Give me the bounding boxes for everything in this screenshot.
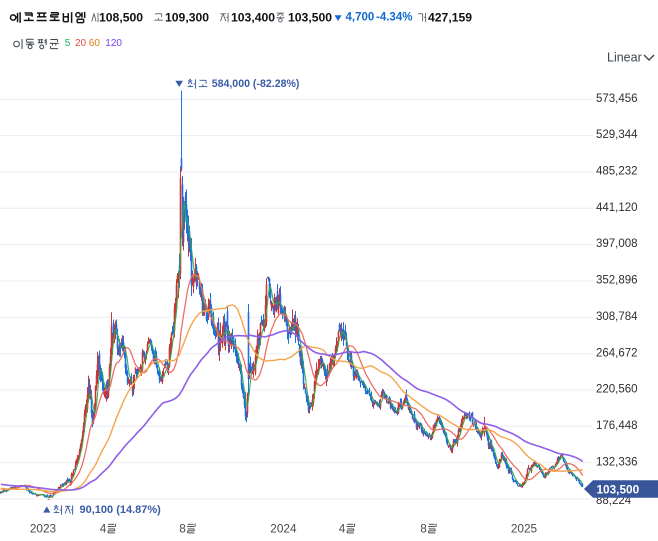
svg-text:4,700: 4,700 — [346, 12, 375, 24]
svg-text:4: 4 — [100, 522, 107, 536]
svg-text:103,400: 103,400 — [231, 11, 275, 25]
svg-text:90,100 (14.87%): 90,100 (14.87%) — [80, 504, 162, 516]
svg-text:109,300: 109,300 — [165, 11, 209, 25]
svg-text:427,159: 427,159 — [428, 11, 472, 25]
svg-text:103,500: 103,500 — [597, 482, 640, 496]
svg-text:8: 8 — [179, 522, 186, 536]
svg-text:529,344: 529,344 — [596, 129, 638, 141]
svg-text:2025: 2025 — [511, 522, 538, 536]
svg-text:397,008: 397,008 — [596, 238, 638, 250]
svg-text:176,448: 176,448 — [596, 420, 638, 432]
svg-text:103,500: 103,500 — [288, 11, 332, 25]
svg-text:4: 4 — [339, 522, 346, 536]
svg-text:308,784: 308,784 — [596, 311, 638, 323]
svg-text:573,456: 573,456 — [596, 93, 638, 105]
svg-text:-4.34%: -4.34% — [376, 12, 412, 24]
svg-text:5: 5 — [65, 38, 71, 49]
svg-text:220,560: 220,560 — [596, 384, 638, 396]
svg-text:485,232: 485,232 — [596, 166, 638, 178]
svg-text:88,224: 88,224 — [596, 495, 632, 507]
svg-text:441,120: 441,120 — [596, 202, 638, 214]
svg-text:2023: 2023 — [30, 522, 57, 536]
svg-text:584,000 (-82.28%): 584,000 (-82.28%) — [212, 78, 300, 90]
svg-text:Linear: Linear — [607, 51, 642, 65]
svg-text:2024: 2024 — [270, 522, 297, 536]
svg-text:132,336: 132,336 — [596, 456, 638, 468]
svg-text:108,500: 108,500 — [99, 11, 143, 25]
svg-text:352,896: 352,896 — [596, 275, 638, 287]
svg-text:20: 20 — [75, 38, 87, 49]
svg-text:8: 8 — [420, 522, 427, 536]
svg-text:120: 120 — [105, 38, 122, 49]
svg-text:60: 60 — [89, 38, 101, 49]
svg-text:264,672: 264,672 — [596, 347, 638, 359]
